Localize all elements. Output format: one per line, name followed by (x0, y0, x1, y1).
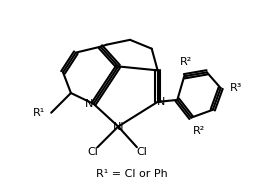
Text: N: N (84, 99, 93, 109)
Text: R³: R³ (230, 83, 243, 93)
Text: R¹ = Cl or Ph: R¹ = Cl or Ph (96, 169, 168, 179)
Text: R²: R² (193, 126, 205, 136)
Text: Ni: Ni (112, 122, 124, 132)
Text: R²: R² (180, 57, 192, 67)
Text: R¹: R¹ (33, 108, 45, 118)
Text: Cl: Cl (136, 147, 147, 157)
Text: N: N (157, 97, 166, 107)
Text: Cl: Cl (87, 147, 98, 157)
